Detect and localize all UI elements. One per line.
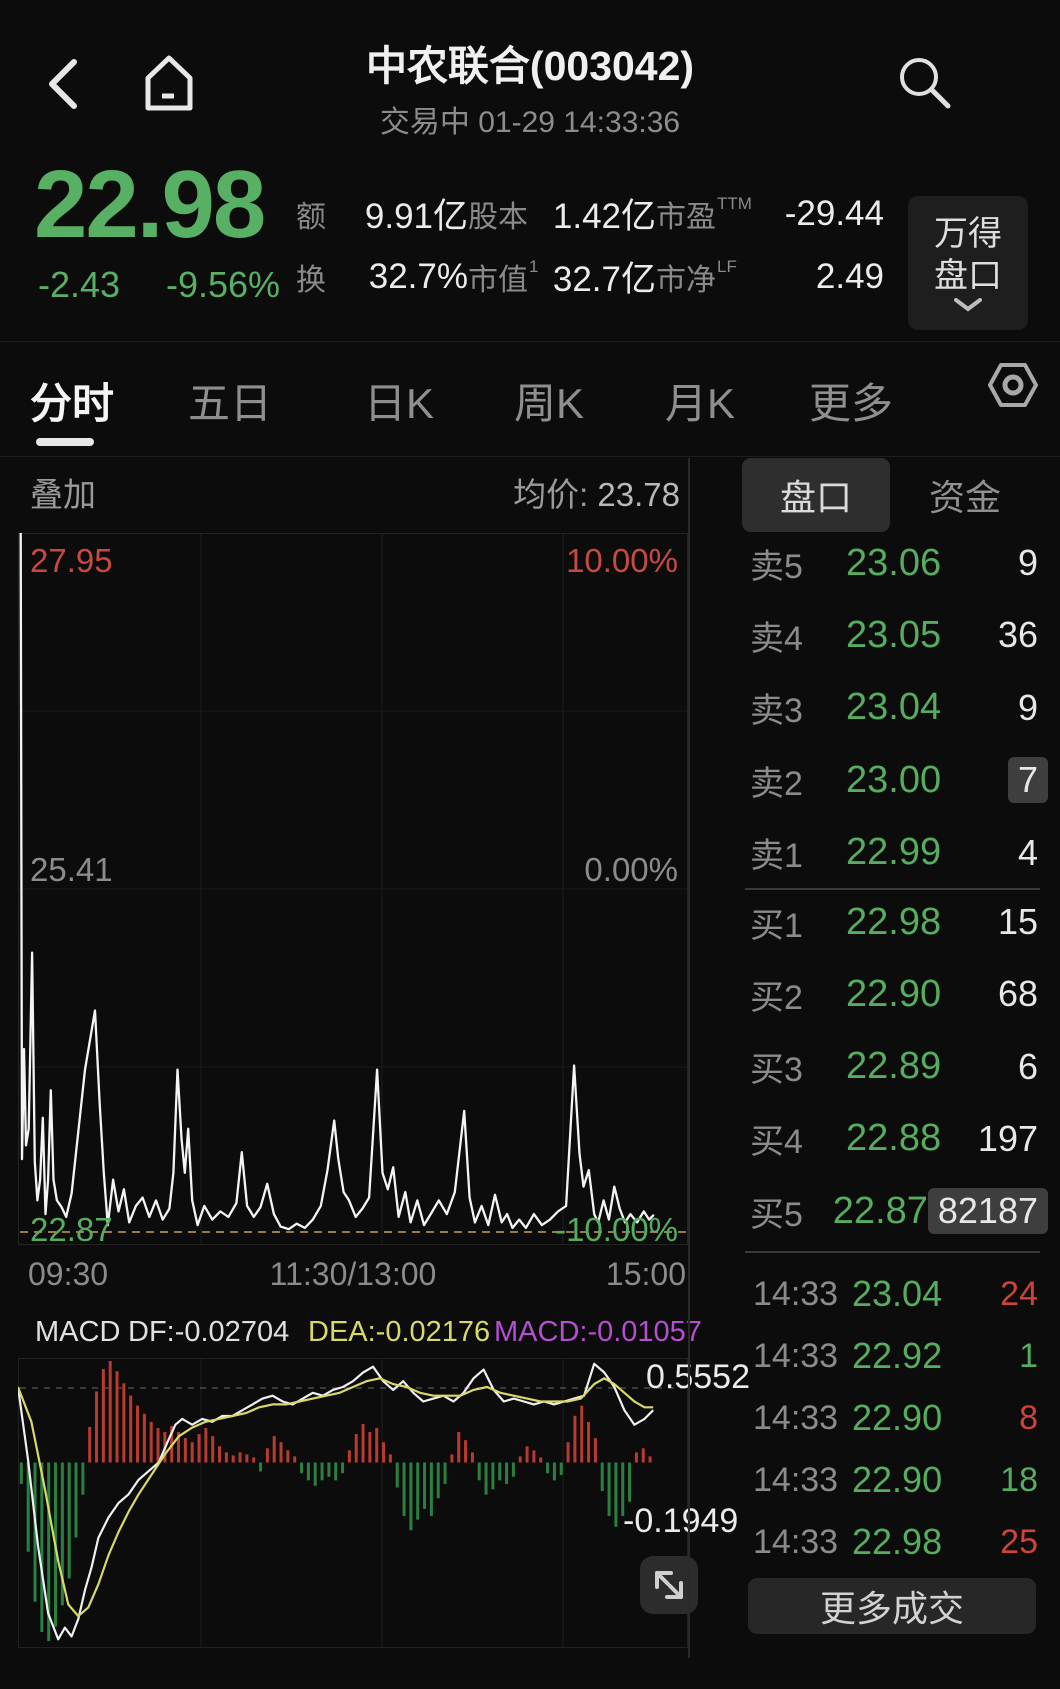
overlay-button[interactable]: 叠加 <box>30 476 96 513</box>
trade-row-2: 14:33 22.90 8 <box>753 1397 1038 1438</box>
macd-legend: MACD DF:-0.02704 DEA:-0.02176 MACD:-0.01… <box>0 1316 702 1352</box>
bid-row-买3[interactable]: 买3 22.89 6 <box>750 1045 1038 1090</box>
xtick-close: 15:00 <box>605 1256 686 1292</box>
trades-divider <box>745 1251 1040 1253</box>
search-icon[interactable] <box>894 52 956 114</box>
quote-stat-2: 市盈 TTM -29.44 <box>656 193 884 234</box>
ytick-high-price: 27.95 <box>30 542 113 579</box>
macd-legend-dea: DEA:-0.02176 <box>308 1316 491 1348</box>
price-change: -2.43 <box>38 264 121 305</box>
active-tab-underline <box>36 438 94 446</box>
wind-button-line1: 万得 <box>934 215 1002 253</box>
trade-row-0: 14:33 23.04 24 <box>753 1273 1038 1314</box>
chart-settings-icon[interactable] <box>986 358 1040 412</box>
xtick-open: 09:30 <box>28 1256 109 1292</box>
ask-row-卖5[interactable]: 卖5 23.06 9 <box>750 541 1038 586</box>
panel-tab-zijin[interactable]: 资金 <box>928 477 1001 518</box>
page-title: 中农联合(003042) <box>365 43 695 89</box>
avg-price-label: 均价: <box>513 476 589 513</box>
tab-分时[interactable]: 分时 <box>30 380 115 427</box>
tab-周K[interactable]: 周K <box>514 380 585 427</box>
trade-row-3: 14:33 22.90 18 <box>753 1459 1038 1500</box>
orderbook-mid-divider <box>745 888 1040 890</box>
quote-stat-0: 额 9.91亿 <box>296 197 468 236</box>
xtick-midday: 11:30/13:00 <box>269 1256 437 1292</box>
divider <box>0 456 1060 457</box>
wind-pankou-button[interactable]: 万得 盘口 <box>908 196 1028 330</box>
macd-chart[interactable] <box>18 1358 688 1648</box>
bid-row-买1[interactable]: 买1 22.98 15 <box>750 900 1038 945</box>
ytick-mid-price: 25.41 <box>30 851 113 888</box>
ask-row-卖3[interactable]: 卖3 23.04 9 <box>750 686 1038 731</box>
tab-bar: 分时 五日 日K 周K 月K 更多 <box>0 342 1060 455</box>
tab-五日[interactable]: 五日 <box>188 380 273 427</box>
ytick-low-price: 22.87 <box>30 1211 113 1248</box>
panel-tab-pankou[interactable]: 盘口 <box>742 458 890 532</box>
macd-ylabel-min: -0.1949 <box>623 1502 739 1540</box>
quote-stat-1: 股本 1.42亿 <box>468 197 656 236</box>
ytick-mid-pct: 0.00% <box>584 851 678 888</box>
bid-row-买5[interactable]: 买5 22.87 82187 <box>750 1184 1048 1238</box>
tab-月K[interactable]: 月K <box>665 380 736 427</box>
last-price: 22.98 <box>34 151 266 258</box>
macd-legend-df: DF:-0.02704 <box>128 1316 290 1348</box>
tab-更多[interactable]: 更多 <box>809 380 894 427</box>
macd-ylabel-max: 0.5552 <box>646 1358 750 1396</box>
divider <box>0 341 1060 342</box>
quote-stat-4: 市值 1 32.7亿 <box>468 256 656 300</box>
macd-legend-name: MACD <box>35 1316 121 1348</box>
quote-stat-3: 换 32.7% <box>296 256 468 297</box>
panel-divider <box>688 458 690 1658</box>
ask-row-卖1[interactable]: 卖1 22.99 4 <box>750 831 1038 876</box>
avg-price-value: 23.78 <box>597 476 680 513</box>
trade-row-1: 14:33 22.92 1 <box>753 1335 1038 1376</box>
quote-stat-5: 市净 LF 2.49 <box>656 256 884 297</box>
wind-button-line2: 盘口 <box>934 257 1002 295</box>
ytick-low-pct: -10.00% <box>555 1211 678 1248</box>
bid-row-买2[interactable]: 买2 22.90 68 <box>750 972 1038 1017</box>
expand-icon <box>655 1571 683 1599</box>
trade-row-4: 14:33 22.98 25 <box>753 1521 1038 1562</box>
tab-日K[interactable]: 日K <box>364 380 435 427</box>
ytick-high-pct: 10.00% <box>566 542 678 579</box>
bid-row-买4[interactable]: 买4 22.88 197 <box>750 1117 1038 1162</box>
more-trades-button[interactable]: 更多成交 <box>748 1578 1036 1634</box>
intraday-chart[interactable] <box>18 533 688 1245</box>
macd-legend-macd: MACD:-0.01057 <box>494 1316 702 1348</box>
ask-row-卖2[interactable]: 卖2 23.00 7 <box>750 753 1048 807</box>
chevron-down-icon <box>954 298 982 312</box>
avg-price: 均价: 23.78 <box>0 468 688 516</box>
trading-status: 交易中 01-29 14:33:36 <box>379 106 681 139</box>
quote-stats: 额 9.91亿 股本 1.42亿 市盈 TTM -29.44 换 32.7% 市值 1 32.7亿 市净… <box>296 182 884 308</box>
price-change-pct: -9.56% <box>166 264 281 305</box>
ask-row-卖4[interactable]: 卖4 23.05 36 <box>750 613 1038 658</box>
back-icon[interactable] <box>44 56 84 112</box>
home-icon[interactable] <box>138 50 200 114</box>
